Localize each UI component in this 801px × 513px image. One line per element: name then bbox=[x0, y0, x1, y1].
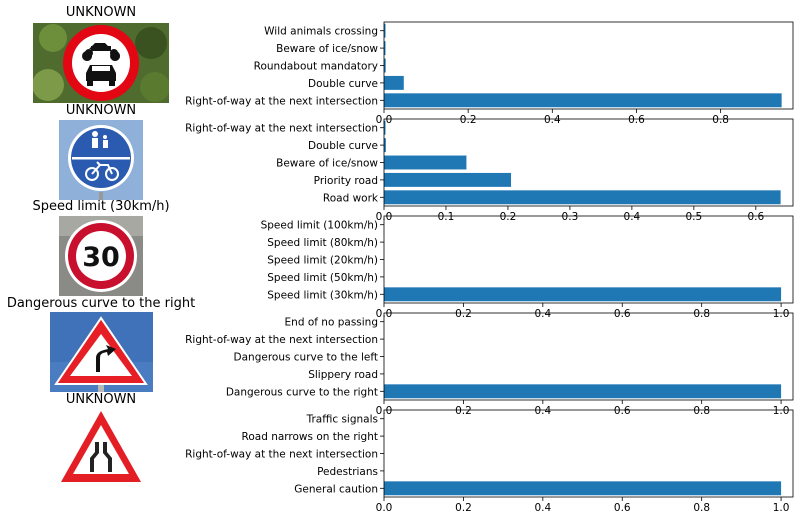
xtick-label: 0.5 bbox=[685, 211, 702, 223]
category-label: Slippery road bbox=[308, 369, 378, 381]
image-title-1: UNKNOWN bbox=[65, 5, 137, 20]
xtick-label: 0.4 bbox=[624, 211, 641, 223]
xtick-label: 1.0 bbox=[773, 405, 790, 417]
chart-frame-4 bbox=[383, 312, 794, 401]
xtick-label: 0.2 bbox=[455, 405, 472, 417]
category-label: General caution bbox=[294, 483, 378, 495]
category-label: Double curve bbox=[308, 78, 378, 90]
category-label: Speed limit (30km/h) bbox=[267, 289, 378, 301]
xtick-label: 0.8 bbox=[712, 114, 729, 126]
image-title-4: Dangerous curve to the right bbox=[6, 296, 196, 311]
chart-frame-3 bbox=[383, 215, 794, 304]
xtick-label: 0.8 bbox=[693, 308, 710, 320]
xtick-label: 0.0 bbox=[376, 405, 393, 417]
xtick-label: 0.4 bbox=[534, 405, 551, 417]
image-title-2: UNKNOWN bbox=[65, 103, 137, 118]
shared-pedestrian-bicycle-path-sign-icon bbox=[59, 120, 143, 200]
category-label: Right-of-way at the next intersection bbox=[185, 449, 378, 461]
category-label: Speed limit (20km/h) bbox=[267, 255, 378, 267]
bar-chart1-2 bbox=[384, 75, 404, 90]
category-label: Right-of-way at the next intersection bbox=[185, 95, 378, 107]
image-title-3: Speed limit (30km/h) bbox=[32, 199, 170, 214]
category-label: Beware of ice/snow bbox=[276, 158, 378, 170]
sign-thumbnail-4 bbox=[50, 312, 153, 392]
xtick-label: 0.6 bbox=[747, 211, 764, 223]
xtick-label: 0.0 bbox=[376, 211, 393, 223]
dangerous-curve-right-sign-icon bbox=[50, 312, 153, 392]
category-label: Right-of-way at the next intersection bbox=[185, 123, 378, 135]
xtick-label: 0.6 bbox=[628, 114, 645, 126]
category-label: Dangerous curve to the right bbox=[226, 386, 378, 398]
xtick-label: 0.3 bbox=[562, 211, 579, 223]
sign-speed-text: 30 bbox=[82, 242, 120, 273]
category-label: End of no passing bbox=[285, 317, 378, 329]
bar-chart3-1 bbox=[384, 287, 782, 302]
speed-limit-30-sign-icon: 30 bbox=[59, 216, 143, 296]
category-label: Priority road bbox=[314, 175, 378, 187]
xtick-label: 0.2 bbox=[455, 502, 472, 513]
category-label: Speed limit (100km/h) bbox=[261, 220, 378, 232]
xtick-label: 0.0 bbox=[376, 502, 393, 513]
xtick-label: 0.0 bbox=[376, 114, 393, 126]
xtick-label: 0.6 bbox=[614, 502, 631, 513]
bar-chart2-2 bbox=[384, 172, 512, 187]
category-label: Road work bbox=[323, 192, 379, 204]
sign-thumbnail-2 bbox=[59, 120, 143, 200]
bar-chart2-3 bbox=[384, 155, 467, 170]
chart-frame-5 bbox=[383, 409, 794, 498]
xtick-label: 0.8 bbox=[693, 405, 710, 417]
no-motor-vehicles-sign-icon bbox=[33, 23, 169, 103]
xtick-label: 1.0 bbox=[773, 308, 790, 320]
bar-chart1-4 bbox=[384, 41, 386, 56]
bar-chart5-1 bbox=[384, 481, 782, 496]
bar-chart2-4 bbox=[384, 138, 386, 153]
chart-frame-1 bbox=[383, 21, 794, 110]
xtick-label: 0.2 bbox=[460, 114, 477, 126]
xtick-label: 0.4 bbox=[534, 308, 551, 320]
category-label: Road narrows on the right bbox=[242, 431, 378, 443]
category-label: Speed limit (80km/h) bbox=[267, 237, 378, 249]
xtick-label: 0.8 bbox=[693, 502, 710, 513]
sign-thumbnail-3: 30 bbox=[59, 216, 143, 296]
category-label: Wild animals crossing bbox=[264, 26, 378, 38]
category-label: Right-of-way at the next intersection bbox=[185, 334, 378, 346]
sign-thumbnail-1 bbox=[33, 23, 169, 103]
xtick-label: 1.0 bbox=[773, 502, 790, 513]
category-label: Traffic signals bbox=[306, 414, 378, 426]
category-label: Double curve bbox=[308, 140, 378, 152]
category-label: Pedestrians bbox=[317, 466, 378, 478]
bar-chart2-5 bbox=[384, 120, 386, 135]
xtick-label: 0.2 bbox=[455, 308, 472, 320]
road-narrows-sign-icon bbox=[59, 408, 143, 488]
xtick-label: 0.1 bbox=[438, 211, 455, 223]
xtick-label: 0.0 bbox=[376, 308, 393, 320]
category-label: Beware of ice/snow bbox=[276, 43, 378, 55]
xtick-label: 0.4 bbox=[544, 114, 561, 126]
category-label: Dangerous curve to the left bbox=[234, 352, 378, 364]
xtick-label: 0.4 bbox=[534, 502, 551, 513]
category-label: Roundabout mandatory bbox=[254, 61, 378, 73]
sign-thumbnail-5 bbox=[59, 408, 143, 488]
xtick-label: 0.6 bbox=[614, 405, 631, 417]
bar-chart1-3 bbox=[384, 58, 386, 73]
xtick-label: 0.2 bbox=[500, 211, 517, 223]
bar-chart1-1 bbox=[384, 93, 782, 108]
xtick-label: 0.6 bbox=[614, 308, 631, 320]
bar-chart2-1 bbox=[384, 190, 781, 205]
image-title-5: UNKNOWN bbox=[65, 392, 137, 407]
bar-chart1-5 bbox=[384, 23, 386, 38]
category-label: Speed limit (50km/h) bbox=[267, 272, 378, 284]
chart-frame-2 bbox=[383, 118, 794, 207]
bar-chart4-1 bbox=[384, 384, 782, 399]
